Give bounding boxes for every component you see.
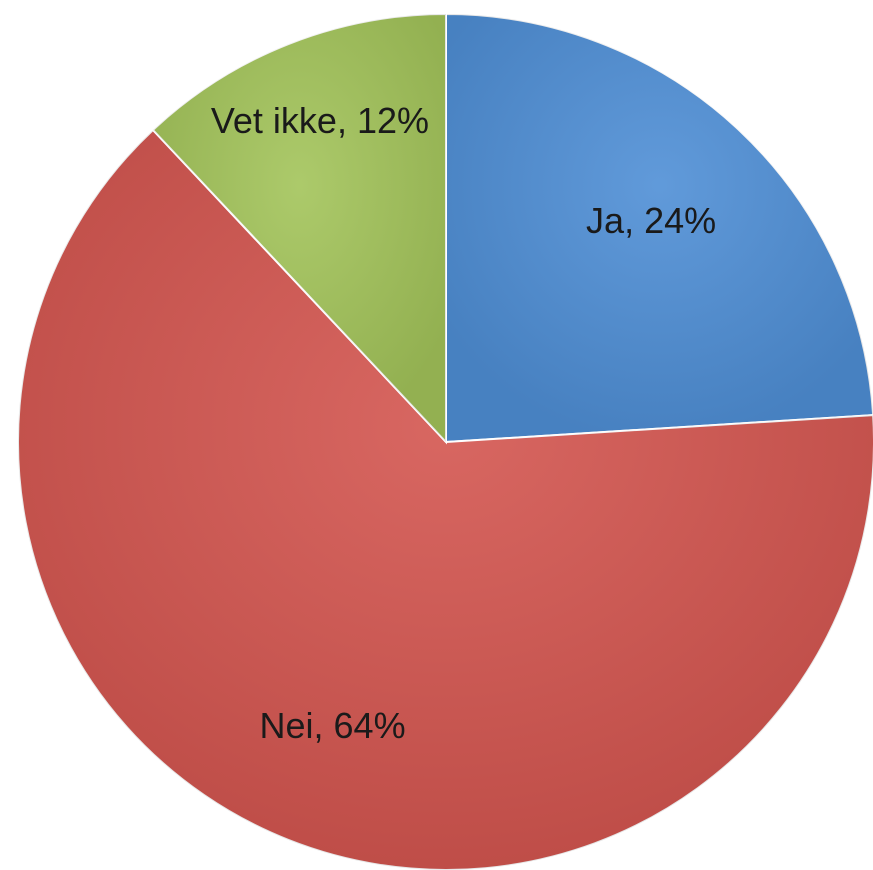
pie-slice-shading bbox=[446, 14, 873, 442]
pie-slices bbox=[17, 12, 873, 870]
pie-label-ja: Ja, 24% bbox=[586, 200, 716, 241]
pie-label-nei: Nei, 64% bbox=[260, 705, 406, 746]
pie-labels: Ja, 24% Nei, 64% Vet ikke, 12% bbox=[211, 100, 716, 746]
pie-label-vet-ikke: Vet ikke, 12% bbox=[211, 100, 429, 141]
pie-slice-shading bbox=[18, 130, 873, 870]
pie-slice-shading bbox=[153, 14, 446, 442]
